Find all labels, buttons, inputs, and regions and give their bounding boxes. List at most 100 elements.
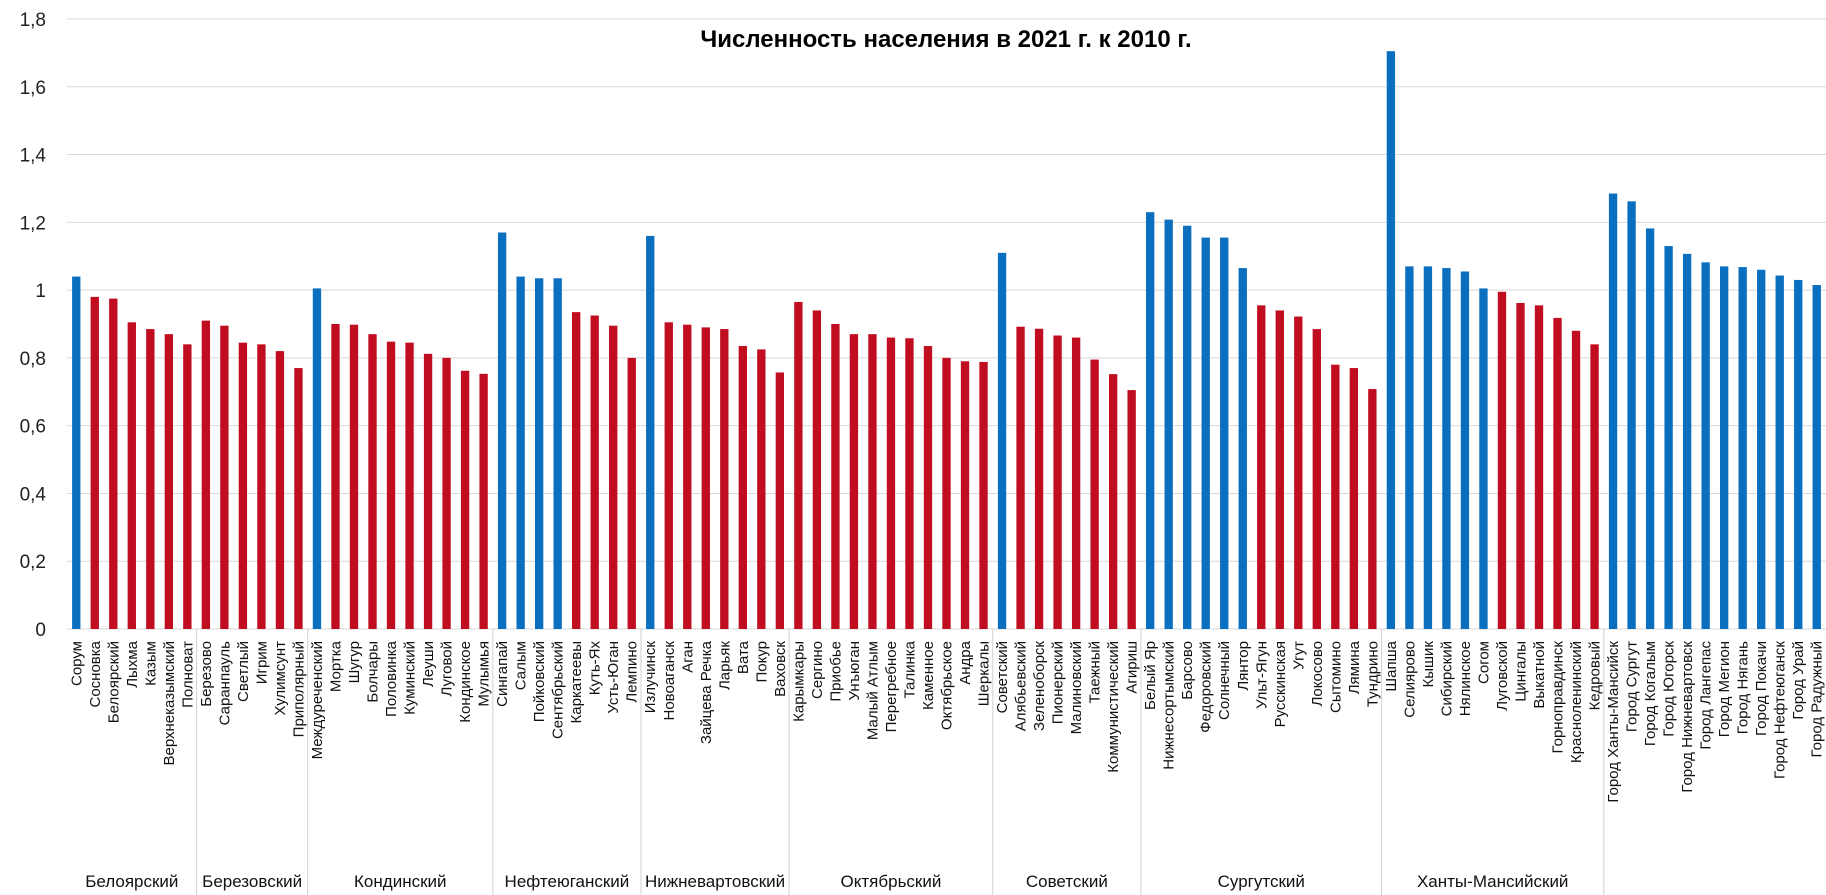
bar xyxy=(1386,51,1396,629)
bar xyxy=(1220,237,1229,630)
group-label: Нижневартовский xyxy=(645,872,785,891)
bar xyxy=(1479,288,1488,629)
bar xyxy=(1164,219,1173,629)
x-tick-label: Ваховск xyxy=(772,641,789,697)
x-tick-label: Коммунистический xyxy=(1105,641,1122,773)
bars xyxy=(72,51,1821,630)
bar xyxy=(1053,335,1062,629)
x-tick-label: Город Лангепас xyxy=(1698,641,1715,750)
district-groups: Белоярский Березовский Кондинский Нефтеюган… xyxy=(85,629,1605,895)
x-tick-label: Сосновка xyxy=(87,640,104,707)
x-tick-label: Сорум xyxy=(68,641,85,686)
bar xyxy=(479,373,488,629)
x-axis-labels: Сорум Сосновка Белоярский Лыхма Казым Верхнек… xyxy=(68,640,1825,802)
x-tick-label: Город Нягань xyxy=(1735,641,1752,734)
x-tick-label: Селиярово xyxy=(1401,641,1418,718)
y-tick-label: 1 xyxy=(35,281,46,302)
x-tick-label: Каменное xyxy=(920,641,937,710)
bar xyxy=(590,315,599,629)
x-tick-label: Каркатеевы xyxy=(568,641,585,723)
bar xyxy=(1516,302,1525,629)
bar xyxy=(1071,337,1081,629)
bar xyxy=(1108,374,1118,629)
bar xyxy=(1349,368,1359,629)
x-tick-label: Лянтор xyxy=(1235,641,1252,691)
x-tick-label: Белый Яр xyxy=(1142,641,1159,710)
bar xyxy=(534,278,544,629)
bar xyxy=(257,344,266,629)
bar xyxy=(886,337,896,629)
x-tick-label: Хулимсунт xyxy=(272,641,289,716)
bar xyxy=(812,310,822,629)
bar xyxy=(1571,330,1581,629)
x-tick-label: Лыхма xyxy=(124,640,141,687)
x-tick-label: Салым xyxy=(513,641,530,690)
x-tick-label: Светлый xyxy=(235,641,252,702)
bar xyxy=(1331,364,1340,629)
y-axis: 0 0,2 0,4 0,6 0,8 1 1,2 1,4 1,6 1,8 xyxy=(20,10,47,641)
bar xyxy=(1738,267,1747,629)
group-label: Ханты-Мансийский xyxy=(1417,872,1568,891)
x-tick-label: Усть-Юган xyxy=(605,641,622,714)
bar xyxy=(942,357,951,629)
x-tick-label: Андра xyxy=(957,640,974,684)
x-tick-label: Барсово xyxy=(1179,641,1196,700)
bar xyxy=(794,301,803,629)
x-tick-label: Нижнесортымский xyxy=(1161,641,1178,770)
bar xyxy=(1645,228,1655,629)
bar xyxy=(1090,359,1099,629)
x-tick-label: Русскинская xyxy=(1272,641,1289,727)
x-tick-label: Солнечный xyxy=(1216,641,1233,720)
x-tick-label: Алябьевский xyxy=(1013,641,1030,731)
x-tick-label: Междуреченский xyxy=(309,641,326,759)
bar xyxy=(1553,317,1562,629)
bar xyxy=(701,327,710,629)
x-tick-label: Аган xyxy=(679,641,696,673)
x-tick-label: Город Мегион xyxy=(1716,641,1733,737)
bar xyxy=(109,298,118,629)
group-label: Белоярский xyxy=(85,872,178,891)
bar xyxy=(1590,344,1599,629)
bar xyxy=(757,349,766,629)
x-tick-label: Унъюган xyxy=(846,641,863,701)
x-tick-label: Куть-Ях xyxy=(587,641,604,696)
bar xyxy=(368,334,377,629)
bar xyxy=(1294,316,1303,629)
x-tick-label: Мортка xyxy=(327,640,344,692)
bar xyxy=(1257,305,1266,629)
x-tick-label: Агириш xyxy=(1124,641,1141,694)
bar xyxy=(275,351,285,629)
bar xyxy=(1405,266,1414,629)
bar xyxy=(164,334,174,629)
bar xyxy=(720,329,729,629)
x-tick-label: Выкатной xyxy=(1531,641,1548,709)
x-tick-label: Сибирский xyxy=(1438,641,1455,716)
bar xyxy=(516,276,525,629)
y-tick-label: 0 xyxy=(35,620,46,641)
x-tick-label: Город Радужный xyxy=(1809,641,1826,757)
bar xyxy=(442,357,451,629)
x-tick-label: Вата xyxy=(735,640,752,674)
bar xyxy=(294,368,303,629)
group-label: Сургутский xyxy=(1218,872,1305,891)
bar xyxy=(1608,193,1618,629)
x-tick-label: Кышик xyxy=(1420,641,1437,688)
x-tick-label: Пойковский xyxy=(531,641,548,722)
bar xyxy=(1775,275,1784,629)
x-tick-label: Болчары xyxy=(365,641,382,703)
x-tick-label: Перегребное xyxy=(883,641,900,732)
bar xyxy=(90,296,99,629)
bar xyxy=(553,278,562,629)
bar xyxy=(312,288,322,629)
bar xyxy=(923,346,933,629)
bar xyxy=(1534,305,1544,629)
bar xyxy=(405,342,414,629)
bar xyxy=(1701,262,1710,629)
bar xyxy=(201,320,211,629)
x-tick-label: Малиновский xyxy=(1068,641,1085,734)
x-tick-label: Горноправдинск xyxy=(1550,641,1567,754)
bar xyxy=(423,353,433,629)
bar xyxy=(997,252,1007,630)
x-tick-label: Полноват xyxy=(179,641,196,708)
x-tick-label: Город Нижневартовск xyxy=(1679,641,1696,793)
